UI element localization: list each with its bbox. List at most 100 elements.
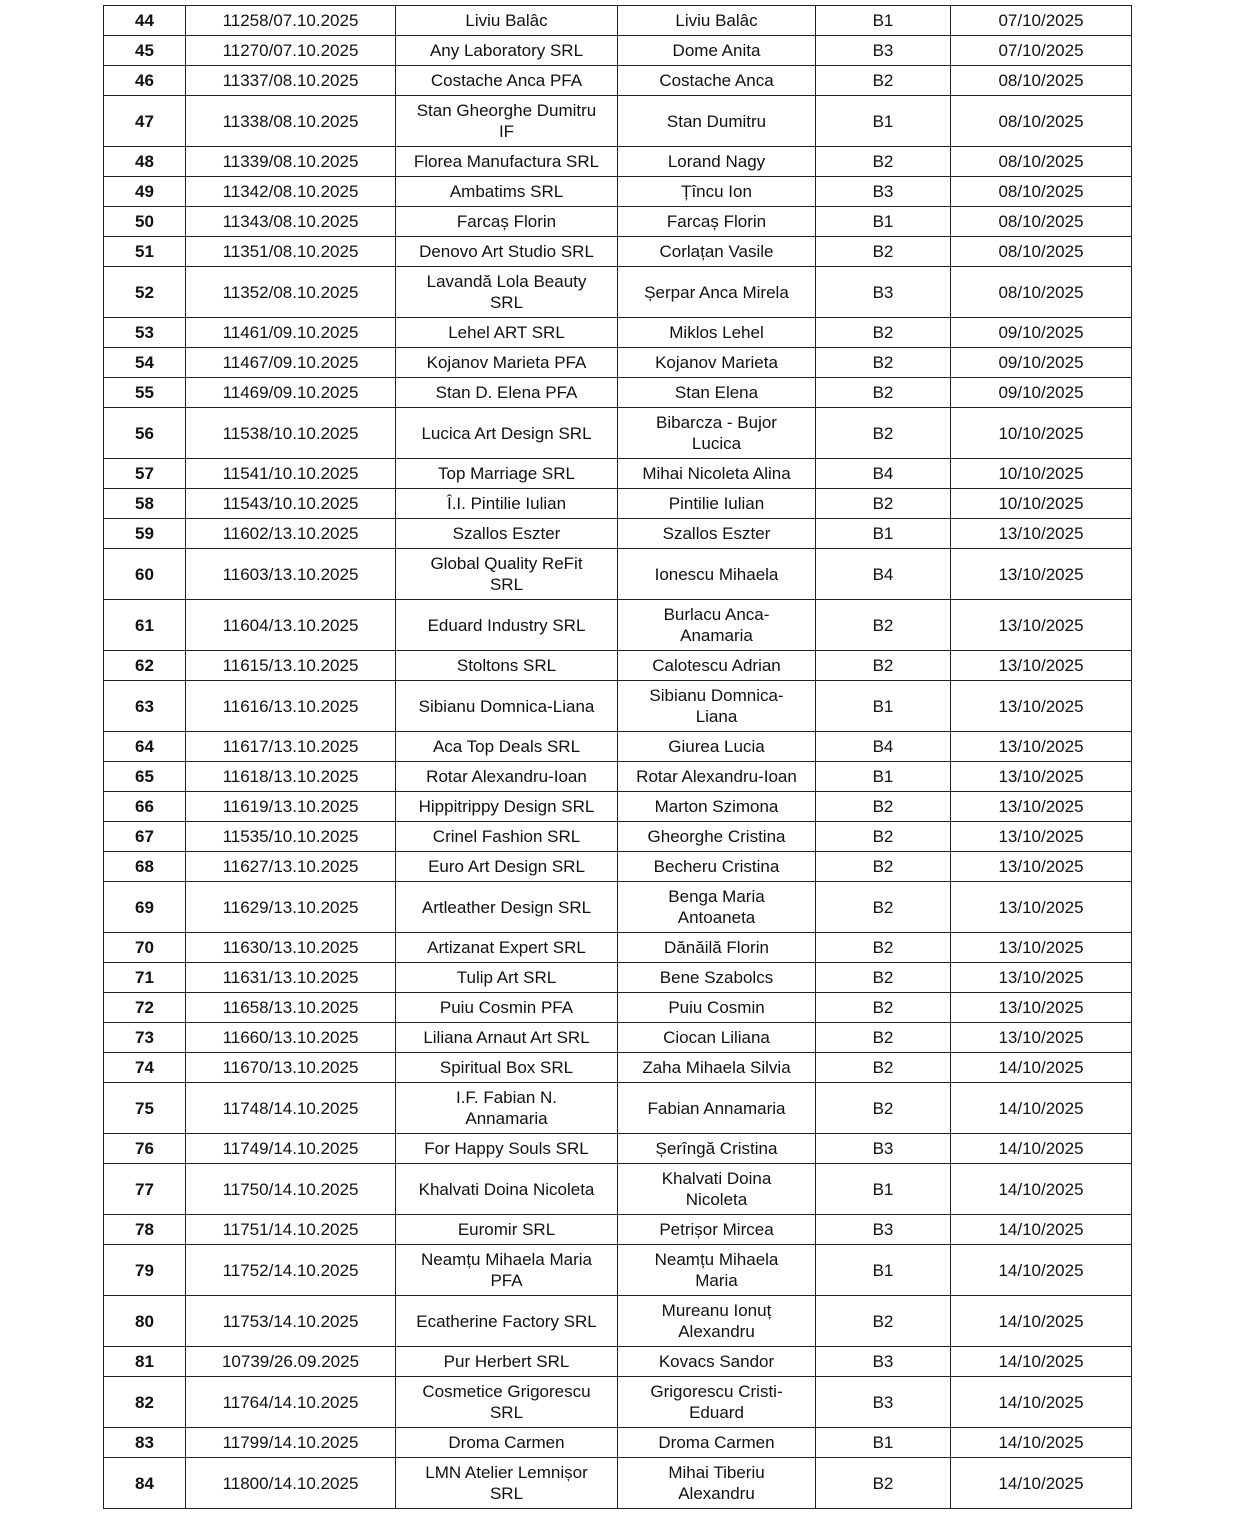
representative-name-cell: Pintilie Iulian: [617, 488, 816, 519]
table-row: 51 11351/08.10.2025 Denovo Art Studio SRL C…: [103, 236, 1132, 267]
category-cell: B2: [815, 407, 951, 459]
category-cell: B3: [815, 1214, 951, 1245]
representative-name-cell: Kovacs Sandor: [617, 1346, 816, 1377]
category-cell: B2: [815, 1052, 951, 1083]
row-number-cell: 81: [103, 1346, 186, 1377]
row-number-cell: 48: [103, 146, 186, 177]
registration-number-cell: 11535/10.10.2025: [185, 821, 396, 852]
category-cell: B1: [815, 680, 951, 732]
row-number-cell: 66: [103, 791, 186, 822]
registration-number-cell: 11753/14.10.2025: [185, 1295, 396, 1347]
company-name-cell: Aca Top Deals SRL: [395, 731, 618, 762]
company-name-cell: Î.I. Pintilie Iulian: [395, 488, 618, 519]
category-cell: B2: [815, 881, 951, 933]
category-cell: B1: [815, 761, 951, 792]
representative-name-cell: Lorand Nagy: [617, 146, 816, 177]
date-cell: 13/10/2025: [950, 791, 1132, 822]
date-cell: 09/10/2025: [950, 317, 1132, 348]
registration-number-cell: 11338/08.10.2025: [185, 95, 396, 147]
table-row: 69 11629/13.10.2025 Artleather Design SRL B…: [103, 881, 1132, 933]
registration-number-cell: 11627/13.10.2025: [185, 851, 396, 882]
table-row: 47 11338/08.10.2025 Stan Gheorghe Dumitru …: [103, 95, 1132, 147]
table-row: 66 11619/13.10.2025 Hippitrippy Design SRL…: [103, 791, 1132, 822]
table-row: 76 11749/14.10.2025 For Happy Souls SRL Șer…: [103, 1133, 1132, 1164]
table-row: 52 11352/08.10.2025 Lavandă Lola Beauty SR…: [103, 266, 1132, 318]
registration-number-cell: 11339/08.10.2025: [185, 146, 396, 177]
date-cell: 08/10/2025: [950, 236, 1132, 267]
company-name-cell: Euromir SRL: [395, 1214, 618, 1245]
representative-name-cell: Costache Anca: [617, 65, 816, 96]
representative-name-cell: Dănăilă Florin: [617, 932, 816, 963]
row-number-cell: 74: [103, 1052, 186, 1083]
company-name-cell: Costache Anca PFA: [395, 65, 618, 96]
row-number-cell: 70: [103, 932, 186, 963]
table-row: 48 11339/08.10.2025 Florea Manufactura SRL…: [103, 146, 1132, 177]
table-row: 70 11630/13.10.2025 Artizanat Expert SRL Dă…: [103, 932, 1132, 963]
representative-name-cell: Droma Carmen: [617, 1427, 816, 1458]
registration-number-cell: 11658/13.10.2025: [185, 992, 396, 1023]
category-cell: B2: [815, 992, 951, 1023]
row-number-cell: 62: [103, 650, 186, 681]
row-number-cell: 55: [103, 377, 186, 408]
date-cell: 13/10/2025: [950, 548, 1132, 600]
company-name-cell: Ecatherine Factory SRL: [395, 1295, 618, 1347]
category-cell: B1: [815, 1244, 951, 1296]
table-row: 61 11604/13.10.2025 Eduard Industry SRL Bur…: [103, 599, 1132, 651]
date-cell: 10/10/2025: [950, 407, 1132, 459]
representative-name-cell: Țîncu Ion: [617, 176, 816, 207]
row-number-cell: 59: [103, 518, 186, 549]
registration-number-cell: 11616/13.10.2025: [185, 680, 396, 732]
representative-name-cell: Liviu Balâc: [617, 5, 816, 36]
category-cell: B3: [815, 35, 951, 66]
table-row: 68 11627/13.10.2025 Euro Art Design SRL Bec…: [103, 851, 1132, 882]
category-cell: B4: [815, 731, 951, 762]
company-name-cell: Florea Manufactura SRL: [395, 146, 618, 177]
category-cell: B3: [815, 176, 951, 207]
date-cell: 14/10/2025: [950, 1427, 1132, 1458]
date-cell: 10/10/2025: [950, 458, 1132, 489]
registration-number-cell: 11751/14.10.2025: [185, 1214, 396, 1245]
date-cell: 08/10/2025: [950, 266, 1132, 318]
category-cell: B1: [815, 5, 951, 36]
category-cell: B2: [815, 236, 951, 267]
table-row: 64 11617/13.10.2025 Aca Top Deals SRL Giure…: [103, 731, 1132, 762]
representative-name-cell: Calotescu Adrian: [617, 650, 816, 681]
category-cell: B2: [815, 962, 951, 993]
row-number-cell: 58: [103, 488, 186, 519]
date-cell: 14/10/2025: [950, 1082, 1132, 1134]
company-name-cell: Farcaș Florin: [395, 206, 618, 237]
table-row: 74 11670/13.10.2025 Spiritual Box SRL Zaha …: [103, 1052, 1132, 1083]
company-name-cell: Lavandă Lola Beauty SRL: [395, 266, 618, 318]
company-name-cell: I.F. Fabian N. Annamaria: [395, 1082, 618, 1134]
table-row: 44 11258/07.10.2025 Liviu Balâc Liviu Balâc…: [103, 5, 1132, 36]
row-number-cell: 54: [103, 347, 186, 378]
category-cell: B2: [815, 317, 951, 348]
registration-number-cell: 11750/14.10.2025: [185, 1163, 396, 1215]
date-cell: 14/10/2025: [950, 1457, 1132, 1509]
row-number-cell: 45: [103, 35, 186, 66]
table-row: 55 11469/09.10.2025 Stan D. Elena PFA Stan …: [103, 377, 1132, 408]
registration-number-cell: 11615/13.10.2025: [185, 650, 396, 681]
company-name-cell: Khalvati Doina Nicoleta: [395, 1163, 618, 1215]
category-cell: B4: [815, 458, 951, 489]
table-row: 60 11603/13.10.2025 Global Quality ReFit S…: [103, 548, 1132, 600]
row-number-cell: 71: [103, 962, 186, 993]
table-row: 58 11543/10.10.2025 Î.I. Pintilie Iulian Pi…: [103, 488, 1132, 519]
company-name-cell: Euro Art Design SRL: [395, 851, 618, 882]
registration-number-cell: 11343/08.10.2025: [185, 206, 396, 237]
date-cell: 10/10/2025: [950, 488, 1132, 519]
representative-name-cell: Mureanu Ionuț Alexandru: [617, 1295, 816, 1347]
registration-number-cell: 11351/08.10.2025: [185, 236, 396, 267]
company-name-cell: Hippitrippy Design SRL: [395, 791, 618, 822]
date-cell: 13/10/2025: [950, 650, 1132, 681]
company-name-cell: LMN Atelier Lemnișor SRL: [395, 1457, 618, 1509]
company-name-cell: Stan Gheorghe Dumitru IF: [395, 95, 618, 147]
company-name-cell: Artleather Design SRL: [395, 881, 618, 933]
category-cell: B3: [815, 266, 951, 318]
category-cell: B3: [815, 1376, 951, 1428]
company-name-cell: Lucica Art Design SRL: [395, 407, 618, 459]
row-number-cell: 51: [103, 236, 186, 267]
representative-name-cell: Marton Szimona: [617, 791, 816, 822]
representative-name-cell: Ciocan Liliana: [617, 1022, 816, 1053]
row-number-cell: 53: [103, 317, 186, 348]
